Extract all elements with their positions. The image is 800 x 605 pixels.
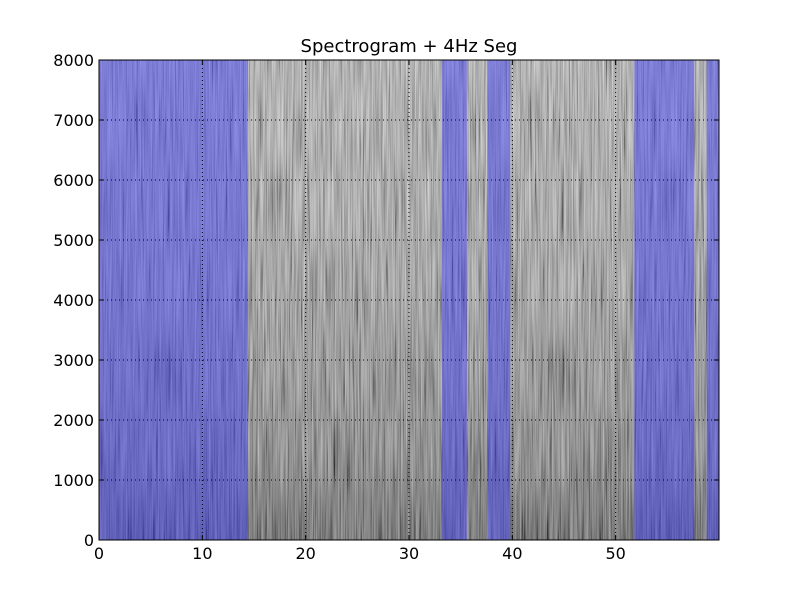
plot-area bbox=[99, 60, 719, 540]
y-tick-label-7: 7000 bbox=[53, 111, 94, 130]
x-tick-label-5: 50 bbox=[605, 544, 625, 563]
axis-ticks: 0 10 20 30 40 50 0 1000 2000 3000 4000 5000 6000 7000… bbox=[53, 51, 719, 563]
y-tick-label-1: 1000 bbox=[53, 471, 94, 490]
y-tick-label-3: 3000 bbox=[53, 351, 94, 370]
highlight-segment-0 bbox=[99, 60, 248, 540]
y-tick-label-2: 2000 bbox=[53, 411, 94, 430]
highlight-segment-1 bbox=[442, 60, 467, 540]
chart-title: Spectrogram + 4Hz Seg bbox=[301, 36, 518, 57]
y-tick-label-5: 5000 bbox=[53, 231, 94, 250]
y-tick-label-6: 6000 bbox=[53, 171, 94, 190]
highlight-segment-2 bbox=[487, 60, 511, 540]
x-tick-label-2: 20 bbox=[295, 544, 315, 563]
highlight-segment-3 bbox=[634, 60, 695, 540]
y-tick-label-4: 4000 bbox=[53, 291, 94, 310]
x-tick-label-3: 30 bbox=[399, 544, 419, 563]
x-tick-label-1: 10 bbox=[192, 544, 212, 563]
y-tick-label-8: 8000 bbox=[53, 51, 94, 70]
x-tick-label-4: 40 bbox=[502, 544, 522, 563]
y-tick-label-0: 0 bbox=[84, 531, 94, 550]
grid-lines bbox=[99, 60, 719, 540]
x-tick-label-0: 0 bbox=[94, 544, 104, 563]
